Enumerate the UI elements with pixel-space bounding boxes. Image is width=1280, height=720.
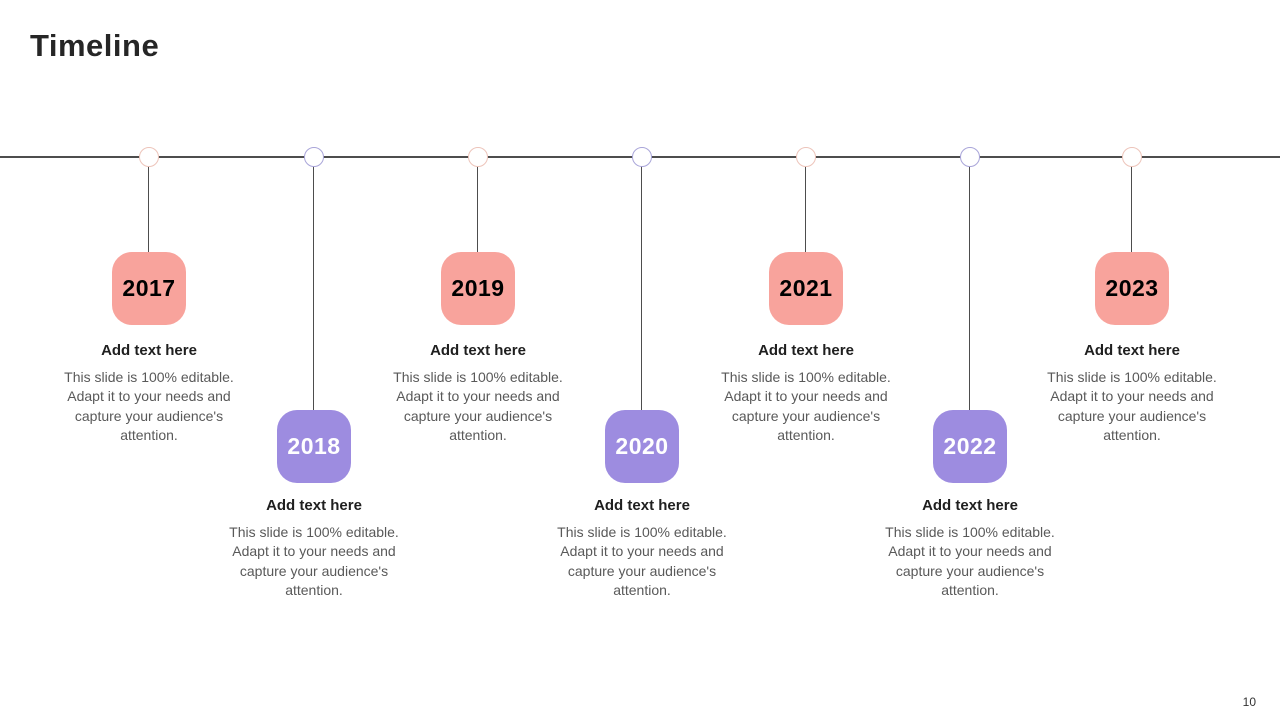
year-label: 2018 bbox=[287, 433, 341, 459]
connector-line bbox=[805, 166, 806, 253]
item-textblock: Add text here This slide is 100% editabl… bbox=[881, 497, 1059, 600]
year-badge[interactable]: 2021 bbox=[769, 252, 843, 325]
year-label: 2017 bbox=[122, 275, 176, 301]
timeline-node-circle bbox=[1122, 147, 1142, 167]
page-title: Timeline bbox=[30, 28, 160, 63]
item-heading[interactable]: Add text here bbox=[594, 497, 690, 514]
item-textblock: Add text here This slide is 100% editabl… bbox=[389, 342, 567, 445]
year-label: 2020 bbox=[615, 433, 669, 459]
item-textblock: Add text here This slide is 100% editabl… bbox=[717, 342, 895, 445]
connector-line bbox=[969, 166, 970, 411]
connector-line bbox=[477, 166, 478, 253]
year-badge[interactable]: 2020 bbox=[605, 410, 679, 483]
item-body[interactable]: This slide is 100% editable. Adapt it to… bbox=[557, 524, 727, 598]
year-badge[interactable]: 2018 bbox=[277, 410, 351, 483]
connector-line bbox=[148, 166, 149, 253]
item-heading[interactable]: Add text here bbox=[758, 342, 854, 359]
connector-line bbox=[313, 166, 314, 411]
item-body[interactable]: This slide is 100% editable. Adapt it to… bbox=[1047, 369, 1217, 443]
page-number: 10 bbox=[1242, 695, 1256, 709]
year-badge[interactable]: 2022 bbox=[933, 410, 1007, 483]
item-textblock: Add text here This slide is 100% editabl… bbox=[1043, 342, 1221, 445]
year-label: 2019 bbox=[451, 275, 505, 301]
item-heading[interactable]: Add text here bbox=[1084, 342, 1180, 359]
item-textblock: Add text here This slide is 100% editabl… bbox=[225, 497, 403, 600]
item-body[interactable]: This slide is 100% editable. Adapt it to… bbox=[721, 369, 891, 443]
connector-line bbox=[1131, 166, 1132, 253]
timeline-node-circle bbox=[304, 147, 324, 167]
year-label: 2022 bbox=[943, 433, 997, 459]
timeline-node-circle bbox=[796, 147, 816, 167]
item-textblock: Add text here This slide is 100% editabl… bbox=[60, 342, 238, 445]
item-heading[interactable]: Add text here bbox=[430, 342, 526, 359]
timeline-node-circle bbox=[632, 147, 652, 167]
timeline-node-circle bbox=[468, 147, 488, 167]
item-body[interactable]: This slide is 100% editable. Adapt it to… bbox=[393, 369, 563, 443]
timeline-node-circle bbox=[960, 147, 980, 167]
item-textblock: Add text here This slide is 100% editabl… bbox=[553, 497, 731, 600]
year-badge[interactable]: 2017 bbox=[112, 252, 186, 325]
connector-line bbox=[641, 166, 642, 411]
year-badge[interactable]: 2019 bbox=[441, 252, 515, 325]
item-heading[interactable]: Add text here bbox=[266, 497, 362, 514]
year-label: 2023 bbox=[1105, 275, 1159, 301]
year-label: 2021 bbox=[779, 275, 833, 301]
item-heading[interactable]: Add text here bbox=[922, 497, 1018, 514]
item-body[interactable]: This slide is 100% editable. Adapt it to… bbox=[64, 369, 234, 443]
item-body[interactable]: This slide is 100% editable. Adapt it to… bbox=[885, 524, 1055, 598]
item-heading[interactable]: Add text here bbox=[101, 342, 197, 359]
item-body[interactable]: This slide is 100% editable. Adapt it to… bbox=[229, 524, 399, 598]
year-badge[interactable]: 2023 bbox=[1095, 252, 1169, 325]
timeline-node-circle bbox=[139, 147, 159, 167]
